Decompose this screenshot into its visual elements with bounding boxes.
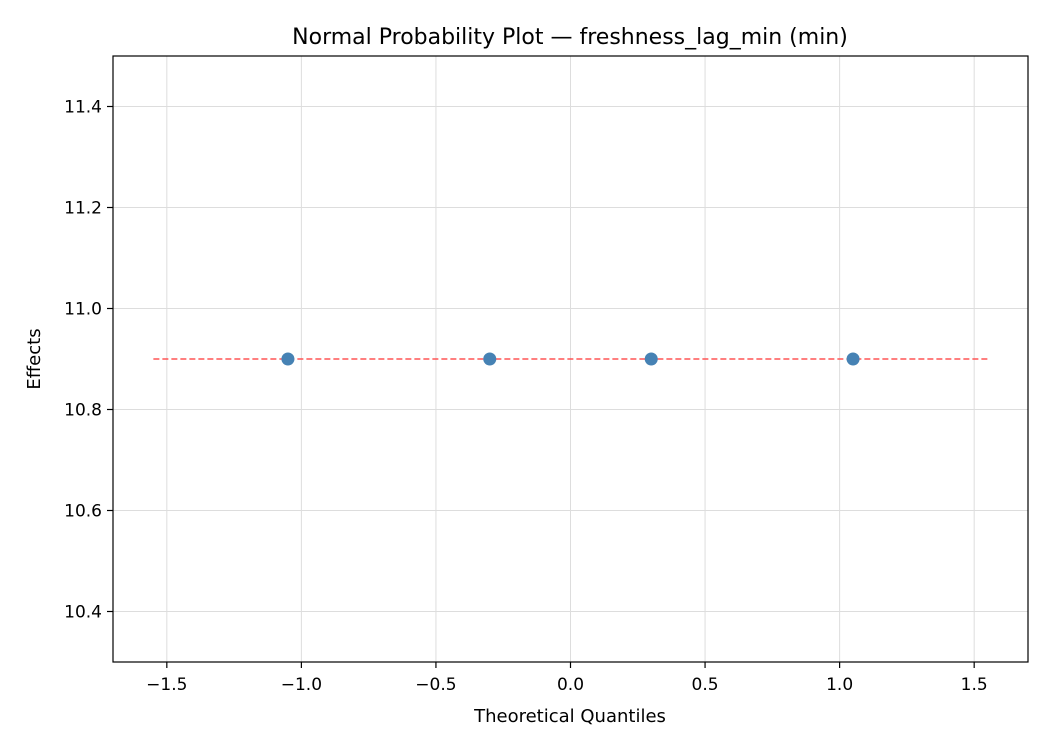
x-axis-label: Theoretical Quantiles [473,706,666,727]
y-tick-label: 11.4 [64,98,102,118]
data-point [483,352,497,366]
x-tick-label: 0.0 [557,675,584,695]
x-tick-label: 1.0 [826,675,853,695]
x-axis-ticks: −1.5 −1.0 −0.5 0.0 0.5 1.0 1.5 [146,662,988,695]
x-tick-label: −1.5 [146,675,187,695]
x-tick-label: −0.5 [415,675,456,695]
y-tick-label: 10.4 [64,603,102,623]
y-tick-label: 11.2 [64,199,102,219]
chart-title: Normal Probability Plot — freshness_lag_… [292,25,848,50]
x-tick-label: 1.5 [961,675,988,695]
y-axis-label: Effects [24,328,45,389]
y-axis-ticks: 10.4 10.6 10.8 11.0 11.2 11.4 [64,98,113,623]
data-point [846,352,860,366]
x-tick-label: 0.5 [692,675,719,695]
x-tick-label: −1.0 [281,675,322,695]
y-tick-label: 10.8 [64,401,102,421]
data-point [281,352,295,366]
data-points [281,352,860,366]
y-tick-label: 10.6 [64,502,102,522]
y-tick-label: 11.0 [64,300,102,320]
data-point [644,352,658,366]
